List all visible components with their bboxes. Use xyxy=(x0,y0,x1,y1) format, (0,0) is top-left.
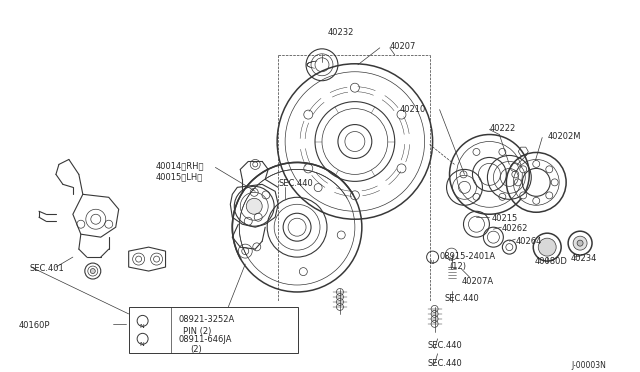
Text: 40222: 40222 xyxy=(490,124,516,132)
Circle shape xyxy=(515,179,522,186)
Circle shape xyxy=(520,192,527,199)
Text: 40234: 40234 xyxy=(571,254,598,263)
Text: 40207: 40207 xyxy=(390,42,416,51)
Circle shape xyxy=(577,240,583,246)
Text: SEC.440: SEC.440 xyxy=(278,179,313,188)
Circle shape xyxy=(532,197,540,204)
Text: (12): (12) xyxy=(449,262,467,271)
Text: SEC.440: SEC.440 xyxy=(428,341,462,350)
Text: 40264: 40264 xyxy=(515,237,541,246)
Bar xyxy=(129,307,298,353)
Text: 40215: 40215 xyxy=(492,214,518,223)
Text: 40014〈RH〉: 40014〈RH〉 xyxy=(156,161,204,170)
Text: 08915-2401A: 08915-2401A xyxy=(440,252,496,261)
Circle shape xyxy=(573,236,587,250)
Text: 08911-646JA: 08911-646JA xyxy=(179,335,232,344)
Text: N: N xyxy=(429,260,434,265)
Text: N: N xyxy=(449,257,452,262)
Text: 40207A: 40207A xyxy=(461,277,493,286)
Circle shape xyxy=(538,238,556,256)
Text: 40015〈LH〉: 40015〈LH〉 xyxy=(156,172,203,182)
Text: SEC.401: SEC.401 xyxy=(29,264,64,273)
Text: SEC.440: SEC.440 xyxy=(445,294,479,303)
Text: 40202M: 40202M xyxy=(547,132,580,141)
Circle shape xyxy=(532,160,540,167)
Circle shape xyxy=(546,192,553,199)
Text: PIN (2): PIN (2) xyxy=(184,327,212,336)
Circle shape xyxy=(90,269,95,273)
Text: 40262: 40262 xyxy=(501,224,528,233)
Text: 40210: 40210 xyxy=(400,105,426,113)
Circle shape xyxy=(551,179,558,186)
Text: 40080D: 40080D xyxy=(534,257,567,266)
Text: 08921-3252A: 08921-3252A xyxy=(179,315,235,324)
Text: (2): (2) xyxy=(191,345,202,354)
Circle shape xyxy=(546,166,553,173)
Text: N: N xyxy=(140,324,145,329)
Text: J-00003N: J-00003N xyxy=(571,361,606,370)
Circle shape xyxy=(246,198,262,214)
Text: N: N xyxy=(140,342,145,347)
Text: 40232: 40232 xyxy=(328,28,355,37)
Text: SEC.440: SEC.440 xyxy=(428,359,462,368)
Text: 40160P: 40160P xyxy=(19,321,51,330)
Circle shape xyxy=(520,166,527,173)
